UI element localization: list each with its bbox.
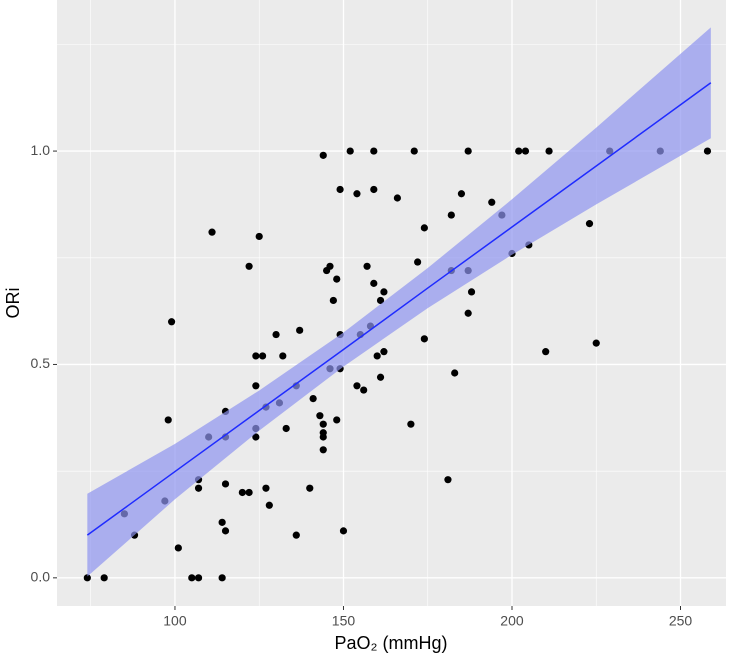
point (542, 348, 550, 356)
point (319, 433, 327, 441)
point (282, 424, 290, 433)
point (592, 339, 600, 347)
point (353, 190, 361, 198)
point (218, 574, 226, 582)
point (444, 476, 452, 484)
x-tick-label: 100 (163, 613, 187, 629)
point (414, 258, 422, 266)
point (316, 412, 324, 420)
point (245, 488, 253, 497)
y-tick-label: 1.0 (31, 142, 51, 158)
point (252, 433, 260, 441)
x-tick-label: 250 (669, 613, 693, 629)
point (376, 296, 385, 305)
point (488, 198, 496, 206)
point (521, 147, 530, 155)
point (420, 224, 428, 232)
point (238, 488, 246, 497)
y-axis-title: ORi (3, 288, 23, 319)
point (164, 416, 172, 424)
y-tick-label: 0.0 (31, 569, 51, 585)
point (393, 194, 401, 202)
fit-line (86, 82, 712, 536)
point (336, 185, 344, 194)
point (346, 147, 354, 155)
point (319, 420, 327, 428)
point (262, 484, 270, 492)
point (208, 228, 216, 236)
point (174, 544, 182, 552)
point (333, 275, 341, 283)
point (373, 352, 381, 360)
x-tick-label: 150 (332, 613, 356, 629)
point (326, 262, 334, 270)
point (194, 484, 203, 492)
point (218, 518, 226, 526)
point (703, 147, 712, 155)
point (370, 147, 378, 155)
point (319, 446, 327, 454)
point (333, 416, 341, 424)
point (467, 288, 476, 296)
point (407, 420, 415, 428)
point (420, 335, 428, 343)
point (255, 232, 263, 241)
point (370, 185, 378, 194)
point (339, 527, 348, 535)
point (545, 147, 553, 155)
point (353, 382, 361, 390)
point (376, 373, 385, 381)
point (329, 296, 337, 305)
point (360, 386, 368, 394)
point (515, 147, 523, 155)
point (370, 279, 378, 287)
point (83, 574, 91, 582)
point (194, 574, 203, 582)
point (100, 574, 108, 582)
point (306, 484, 314, 492)
point (380, 348, 388, 356)
point (252, 382, 260, 390)
x-axis-title: PaO₂ (mmHg) (335, 633, 448, 653)
point (410, 147, 418, 155)
point (464, 147, 472, 155)
point (447, 211, 455, 219)
point (167, 318, 176, 326)
point (272, 330, 280, 339)
point (451, 369, 459, 377)
point (380, 288, 388, 296)
y-tick-label: 0.5 (31, 355, 51, 371)
x-tick-label: 200 (500, 613, 524, 629)
point (292, 531, 300, 539)
point (188, 574, 196, 582)
point (309, 394, 317, 403)
point (363, 262, 371, 270)
point (457, 190, 466, 198)
point (258, 352, 267, 360)
point (279, 352, 287, 360)
point (221, 527, 230, 535)
point (252, 352, 260, 360)
point (245, 262, 253, 270)
point (319, 151, 327, 159)
point (265, 501, 273, 509)
point (296, 326, 304, 334)
point (464, 309, 472, 317)
point (221, 480, 230, 488)
confidence-band (87, 27, 711, 577)
point (585, 220, 594, 228)
